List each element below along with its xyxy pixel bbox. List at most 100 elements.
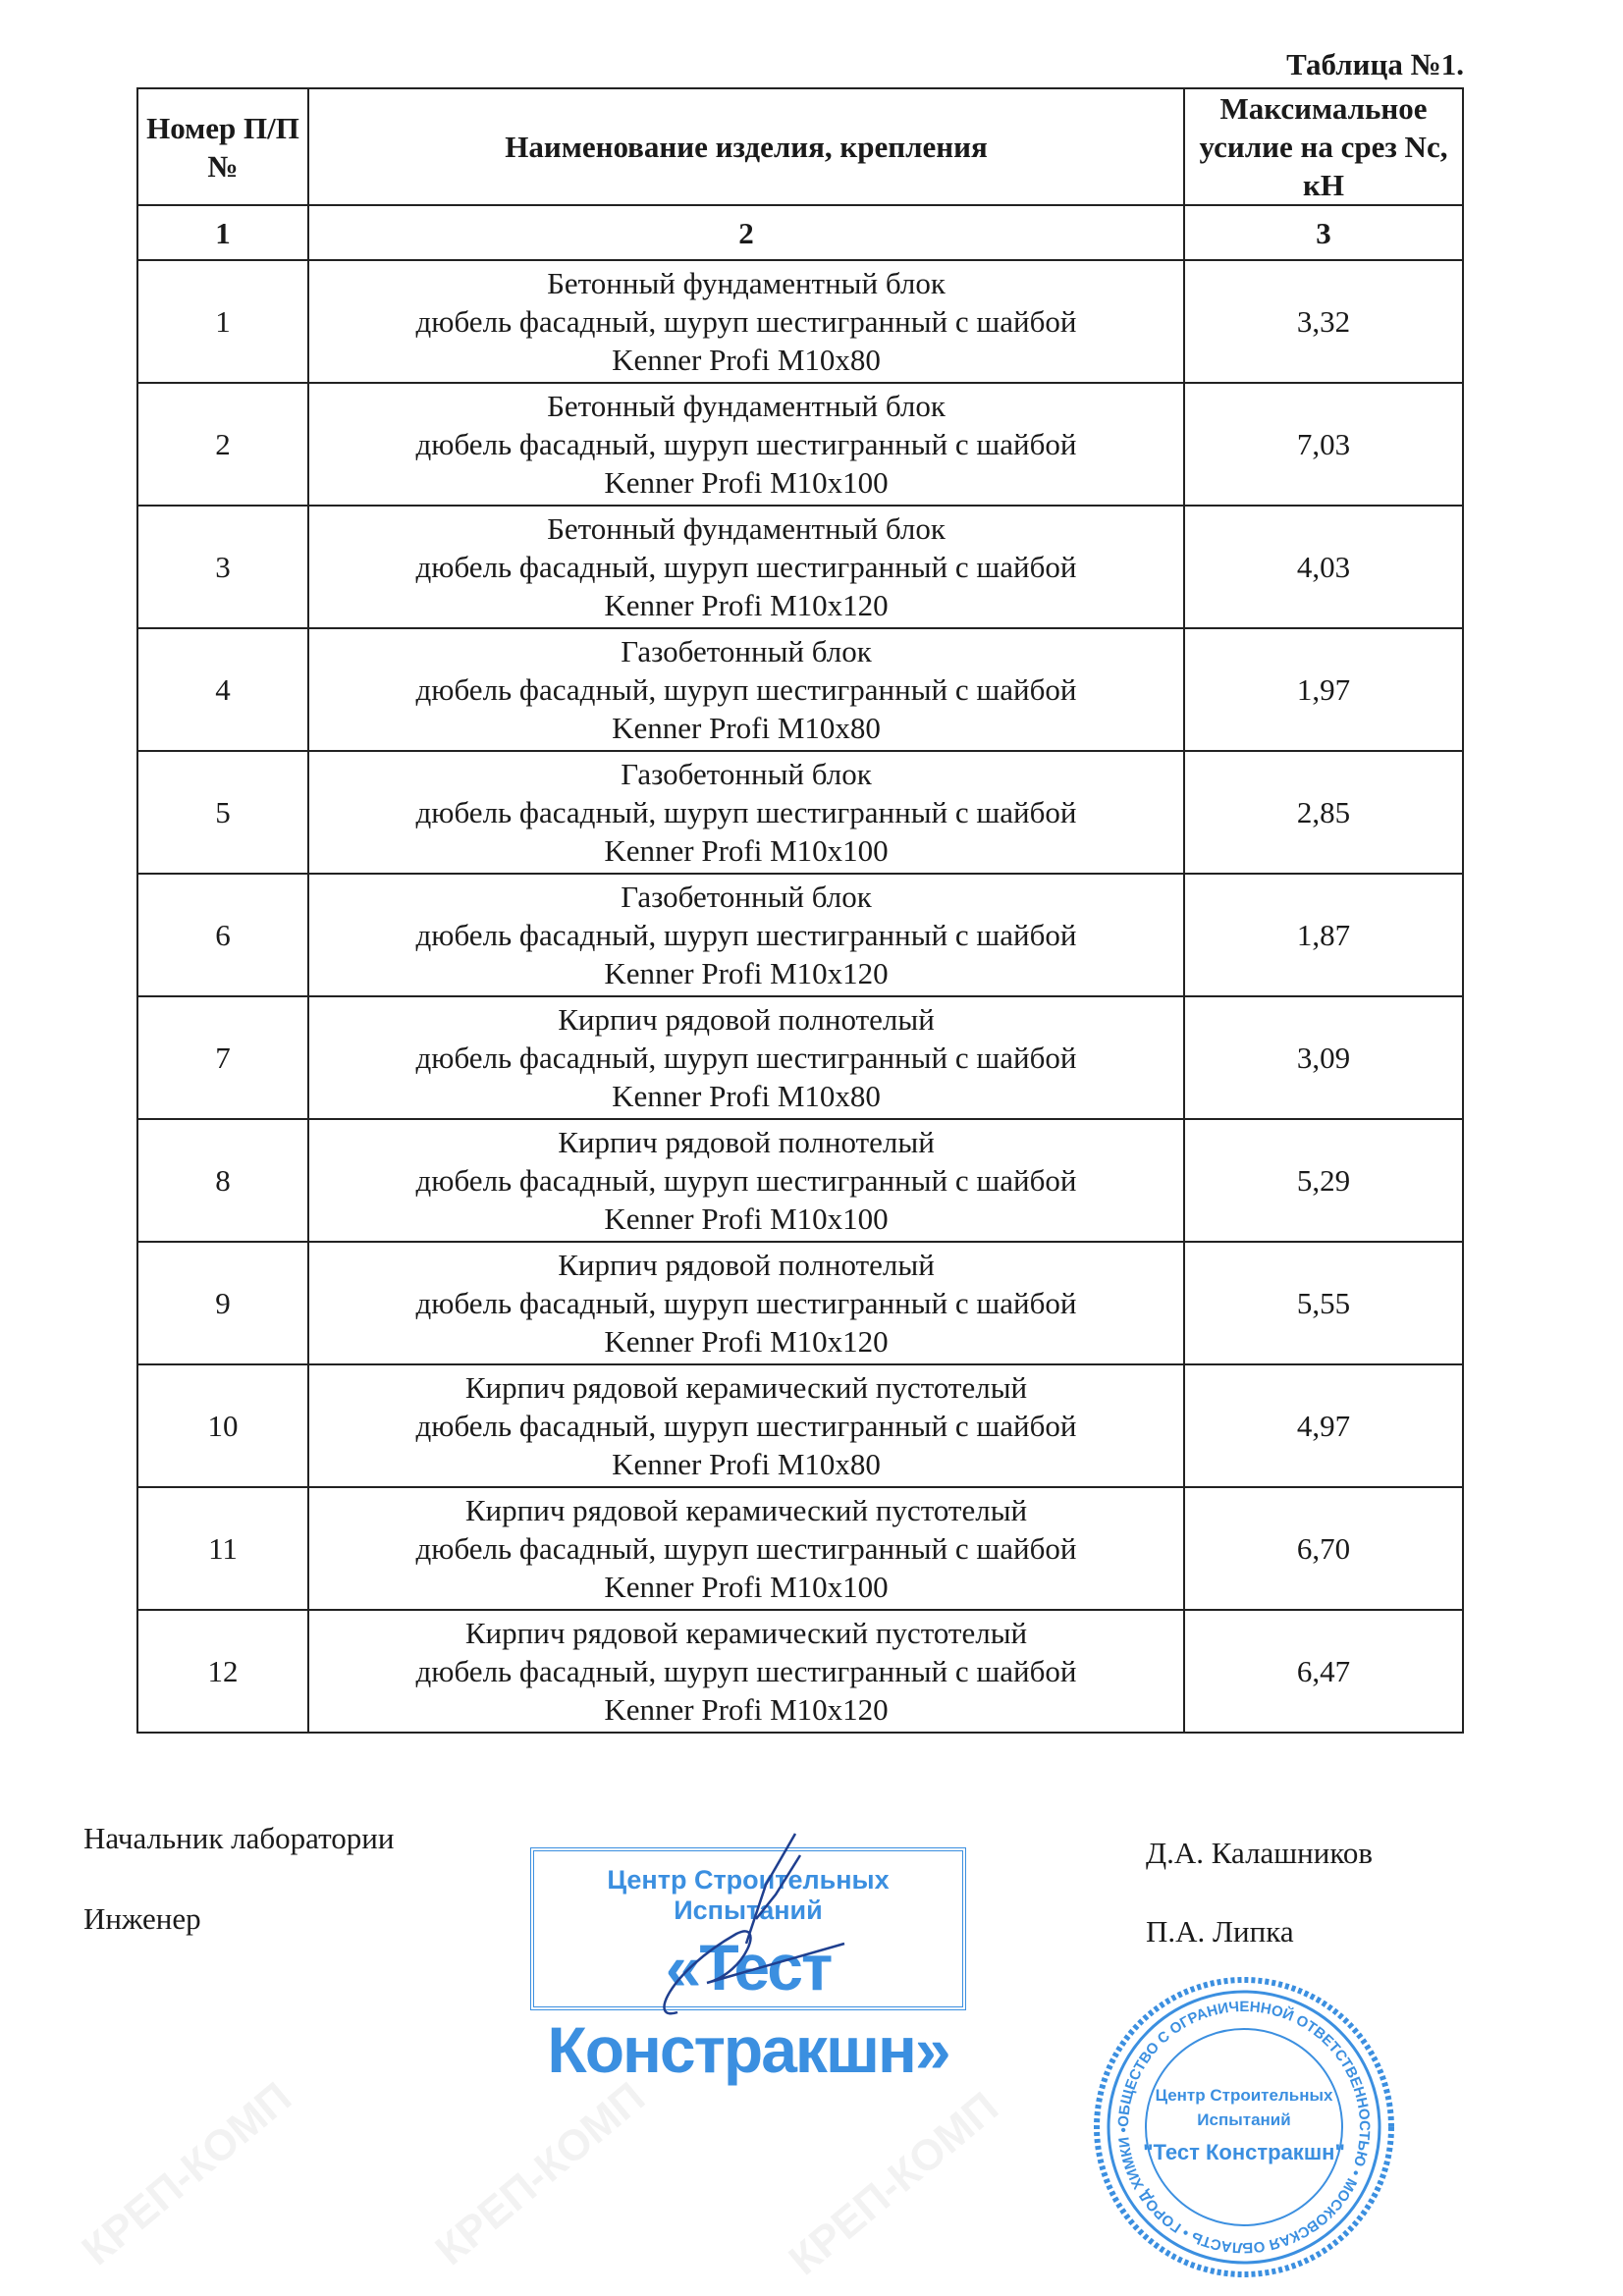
row-force: 5,55 bbox=[1183, 1241, 1464, 1365]
watermark-text: КРЕП-КОМП bbox=[73, 2072, 301, 2275]
table-row: 3 Бетонный фундаментный блок дюбель фасад… bbox=[136, 505, 1464, 629]
table-row: 2 Бетонный фундаментный блок дюбель фасад… bbox=[136, 382, 1464, 507]
row-description: Кирпич рядовой керамический пустотелый дю… bbox=[307, 1609, 1185, 1734]
material: Кирпич рядовой керамический пустотелый bbox=[464, 1616, 1028, 1650]
row-force: 4,97 bbox=[1183, 1363, 1464, 1488]
watermark-text: КРЕП-КОМП bbox=[780, 2082, 1008, 2285]
table-row: 8 Кирпич рядовой полнотелый дюбель фасадн… bbox=[136, 1118, 1464, 1243]
row-force: 4,03 bbox=[1183, 505, 1464, 629]
row-description: Кирпич рядовой полнотелый дюбель фасадный… bbox=[307, 1118, 1185, 1243]
row-number: 1 bbox=[136, 259, 309, 384]
row-number: 9 bbox=[136, 1241, 309, 1365]
row-description: Кирпич рядовой полнотелый дюбель фасадный… bbox=[307, 995, 1185, 1120]
column-number: 1 bbox=[136, 204, 309, 261]
model: Kenner Profi M10x80 bbox=[612, 1079, 881, 1113]
seal-center-3: "Тест Констракшн" bbox=[1143, 2140, 1345, 2164]
fastener: дюбель фасадный, шуруп шестигранный с ша… bbox=[415, 795, 1077, 829]
head-of-lab-name: Д.А. Калашников bbox=[1146, 1836, 1373, 1870]
row-number: 7 bbox=[136, 995, 309, 1120]
material: Кирпич рядовой полнотелый bbox=[558, 1125, 935, 1159]
table-row: 9 Кирпич рядовой полнотелый дюбель фасадн… bbox=[136, 1241, 1464, 1365]
header-name: Наименование изделия, крепления bbox=[307, 87, 1185, 206]
row-number: 8 bbox=[136, 1118, 309, 1243]
fastener: дюбель фасадный, шуруп шестигранный с ша… bbox=[415, 1531, 1077, 1566]
table-row: 10 Кирпич рядовой керамический пустотелы… bbox=[136, 1363, 1464, 1488]
material: Бетонный фундаментный блок bbox=[547, 511, 946, 546]
fastener: дюбель фасадный, шуруп шестигранный с ша… bbox=[415, 918, 1077, 952]
row-number: 4 bbox=[136, 627, 309, 752]
model: Kenner Profi M10x120 bbox=[604, 1324, 889, 1359]
row-number: 11 bbox=[136, 1486, 309, 1611]
row-number: 5 bbox=[136, 750, 309, 875]
row-force: 7,03 bbox=[1183, 382, 1464, 507]
material: Газобетонный блок bbox=[621, 880, 872, 914]
row-description: Газобетонный блок дюбель фасадный, шуруп … bbox=[307, 750, 1185, 875]
column-number: 3 bbox=[1183, 204, 1464, 261]
engineer-title: Инженер bbox=[83, 1901, 201, 1936]
fastener: дюбель фасадный, шуруп шестигранный с ша… bbox=[415, 304, 1077, 339]
engineer-name: П.А. Липка bbox=[1146, 1914, 1294, 1949]
row-force: 1,87 bbox=[1183, 873, 1464, 997]
row-number: 3 bbox=[136, 505, 309, 629]
model: Kenner Profi M10x80 bbox=[612, 343, 881, 377]
stamp-line-1: Центр Строительных Испытаний bbox=[607, 1865, 890, 1925]
results-table: Номер П/П № Наименование изделия, крепле… bbox=[136, 87, 1464, 1734]
fastener: дюбель фасадный, шуруп шестигранный с ша… bbox=[415, 672, 1077, 707]
model: Kenner Profi M10x100 bbox=[604, 1201, 889, 1236]
row-force: 3,32 bbox=[1183, 259, 1464, 384]
model: Kenner Profi M10x120 bbox=[604, 956, 889, 990]
material: Кирпич рядовой полнотелый bbox=[558, 1248, 935, 1282]
material: Кирпич рядовой керамический пустотелый bbox=[464, 1493, 1028, 1527]
fastener: дюбель фасадный, шуруп шестигранный с ша… bbox=[415, 1409, 1077, 1443]
company-round-seal: ОБЩЕСТВО С ОГРАНИЧЕННОЙ ОТВЕТСТВЕННОСТЬЮ… bbox=[1094, 1977, 1394, 2277]
material: Газобетонный блок bbox=[621, 757, 872, 791]
model: Kenner Profi M10x80 bbox=[612, 711, 881, 745]
row-description: Газобетонный блок дюбель фасадный, шуруп … bbox=[307, 873, 1185, 997]
table-row: 1 Бетонный фундаментный блок дюбель фасад… bbox=[136, 259, 1464, 384]
model: Kenner Profi M10x100 bbox=[604, 465, 889, 500]
row-number: 12 bbox=[136, 1609, 309, 1734]
table-title: Таблица №1. bbox=[1286, 47, 1464, 81]
row-number: 6 bbox=[136, 873, 309, 997]
fastener: дюбель фасадный, шуруп шестигранный с ша… bbox=[415, 1286, 1077, 1320]
table-header-row: Номер П/П № Наименование изделия, крепле… bbox=[136, 87, 1464, 206]
row-force: 5,29 bbox=[1183, 1118, 1464, 1243]
row-force: 6,47 bbox=[1183, 1609, 1464, 1734]
watermark-text: КРЕП-КОМП bbox=[426, 2072, 655, 2275]
table-row: 4 Газобетонный блок дюбель фасадный, шуру… bbox=[136, 627, 1464, 752]
material: Кирпич рядовой полнотелый bbox=[558, 1002, 935, 1037]
row-number: 10 bbox=[136, 1363, 309, 1488]
table-row: 12 Кирпич рядовой керамический пустотелы… bbox=[136, 1609, 1464, 1734]
model: Kenner Profi M10x120 bbox=[604, 1692, 889, 1727]
table-row: 5 Газобетонный блок дюбель фасадный, шуру… bbox=[136, 750, 1464, 875]
fastener: дюбель фасадный, шуруп шестигранный с ша… bbox=[415, 427, 1077, 461]
row-force: 2,85 bbox=[1183, 750, 1464, 875]
row-description: Кирпич рядовой полнотелый дюбель фасадный… bbox=[307, 1241, 1185, 1365]
material: Кирпич рядовой керамический пустотелый bbox=[464, 1370, 1028, 1405]
company-rectangular-stamp: Центр Строительных Испытаний «Тест Конст… bbox=[530, 1847, 966, 2086]
model: Kenner Profi M10x100 bbox=[604, 833, 889, 868]
header-force: Максимальное усилие на срез Nс, кН bbox=[1183, 87, 1464, 206]
row-force: 6,70 bbox=[1183, 1486, 1464, 1611]
seal-center-2: Испытаний bbox=[1197, 2110, 1290, 2129]
fastener: дюбель фасадный, шуруп шестигранный с ша… bbox=[415, 1041, 1077, 1075]
column-number-row: 1 2 3 bbox=[136, 204, 1464, 261]
row-description: Бетонный фундаментный блок дюбель фасадны… bbox=[307, 259, 1185, 384]
row-description: Кирпич рядовой керамический пустотелый дю… bbox=[307, 1486, 1185, 1611]
model: Kenner Profi M10x100 bbox=[604, 1570, 889, 1604]
row-force: 3,09 bbox=[1183, 995, 1464, 1120]
signature-mark bbox=[663, 1833, 845, 2015]
fastener: дюбель фасадный, шуруп шестигранный с ша… bbox=[415, 1654, 1077, 1688]
material: Газобетонный блок bbox=[621, 634, 872, 668]
material: Бетонный фундаментный блок bbox=[547, 266, 946, 300]
header-force-text: Максимальное усилие на срез Nс, кН bbox=[1199, 91, 1448, 202]
model: Kenner Profi M10x80 bbox=[612, 1447, 881, 1481]
row-force: 1,97 bbox=[1183, 627, 1464, 752]
row-description: Бетонный фундаментный блок дюбель фасадны… bbox=[307, 505, 1185, 629]
row-description: Кирпич рядовой керамический пустотелый дю… bbox=[307, 1363, 1185, 1488]
model: Kenner Profi M10x120 bbox=[604, 588, 889, 622]
row-description: Газобетонный блок дюбель фасадный, шуруп … bbox=[307, 627, 1185, 752]
fastener: дюбель фасадный, шуруп шестигранный с ша… bbox=[415, 550, 1077, 584]
table-row: 7 Кирпич рядовой полнотелый дюбель фасадн… bbox=[136, 995, 1464, 1120]
row-number: 2 bbox=[136, 382, 309, 507]
